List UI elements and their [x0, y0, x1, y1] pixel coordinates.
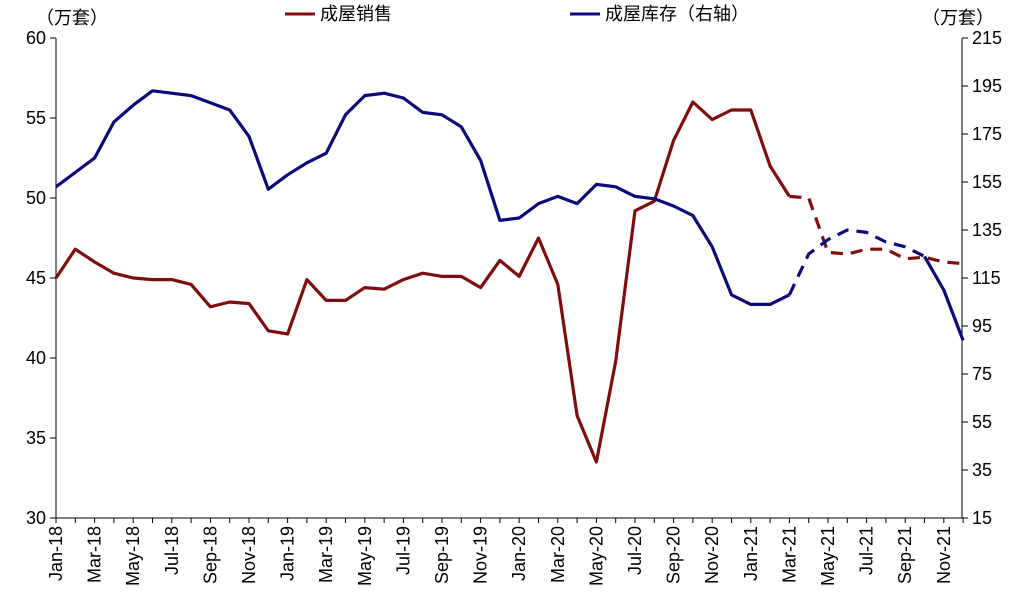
x-tick-label: Jan-19 — [278, 526, 298, 581]
x-tick-label: Nov-20 — [702, 526, 722, 584]
x-tick-label: Nov-21 — [934, 526, 954, 584]
x-tick-label: May-21 — [818, 526, 838, 586]
right-tick-label: 15 — [972, 508, 992, 528]
x-tick-label: Mar-18 — [85, 526, 105, 583]
x-tick-label: Jul-20 — [625, 526, 645, 575]
x-tick-label: Mar-19 — [316, 526, 336, 583]
x-tick-label: May-20 — [586, 526, 606, 586]
x-tick-label: May-19 — [355, 526, 375, 586]
series-inventory-line-actual — [55, 89, 791, 306]
right-tick-label: 135 — [972, 220, 1002, 240]
right-tick-label: 175 — [972, 124, 1002, 144]
right-tick-label: 55 — [972, 412, 992, 432]
left-tick-label: 55 — [26, 108, 46, 128]
x-tick-label: Jul-18 — [162, 526, 182, 575]
x-tick-label: Jan-20 — [509, 526, 529, 581]
x-tick-label: Jul-19 — [393, 526, 413, 575]
series-sales-line-forecast — [789, 194, 964, 266]
x-tick-label: Sep-21 — [895, 526, 915, 584]
right-tick-label: 35 — [972, 460, 992, 480]
series-inventory-line-forecast — [787, 228, 926, 296]
right-tick-label: 75 — [972, 364, 992, 384]
left-tick-label: 60 — [26, 28, 46, 48]
x-tick-label: Jul-21 — [857, 526, 877, 575]
legend-label-inventory: 成屋库存（右轴） — [605, 4, 749, 25]
x-tick-label: Jan-21 — [741, 526, 761, 581]
left-tick-label: 50 — [26, 188, 46, 208]
right-tick-label: 155 — [972, 172, 1002, 192]
labels: （万套） （万套） — [36, 8, 994, 29]
legend: 成屋销售 成屋库存（右轴） — [285, 4, 749, 25]
x-tick-label: Mar-21 — [779, 526, 799, 583]
left-tick-label: 45 — [26, 268, 46, 288]
left-unit-label: （万套） — [36, 8, 108, 29]
series-inventory-line-latest — [923, 255, 965, 341]
series-sales-line-actual — [54, 100, 791, 464]
right-unit-label: （万套） — [922, 8, 994, 29]
x-tick-label: Mar-20 — [548, 526, 568, 583]
axes: 30 35 40 45 50 55 60 15 35 55 75 95 115 135 155 175 195 2… — [26, 28, 1002, 586]
x-tick-label: Jan-18 — [46, 526, 66, 581]
x-tick-label: Sep-20 — [664, 526, 684, 584]
right-tick-label: 195 — [972, 76, 1002, 96]
left-tick-label: 35 — [26, 428, 46, 448]
x-tick-label: Nov-18 — [239, 526, 259, 584]
right-tick-label: 215 — [972, 28, 1002, 48]
left-tick-label: 30 — [26, 508, 46, 528]
x-tick-label: May-18 — [123, 526, 143, 586]
right-tick-label: 115 — [972, 268, 1001, 288]
legend-label-sales: 成屋销售 — [320, 4, 392, 25]
x-tick-label: Sep-18 — [200, 526, 220, 584]
left-tick-label: 40 — [26, 348, 46, 368]
right-tick-label: 95 — [972, 316, 992, 336]
x-tick-label: Sep-19 — [432, 526, 452, 584]
series-layer — [54, 89, 965, 464]
x-tick-label: Nov-19 — [471, 526, 491, 584]
